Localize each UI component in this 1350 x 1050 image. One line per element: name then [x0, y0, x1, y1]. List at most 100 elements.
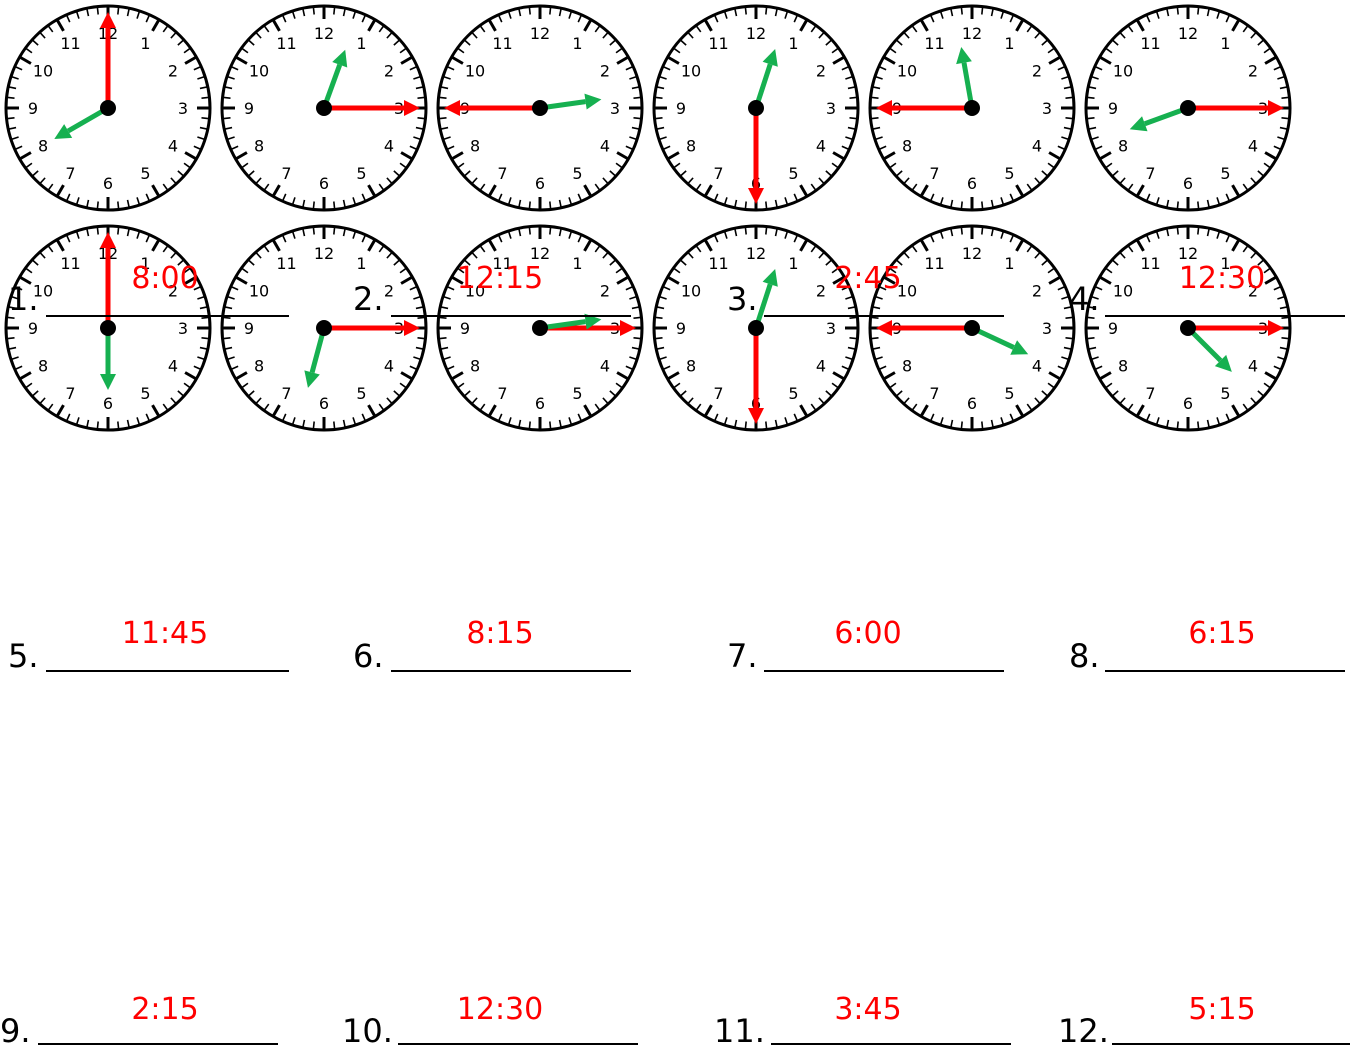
clock-face: 121234567891011 [436, 224, 644, 432]
dial-number: 9 [1108, 319, 1118, 338]
dial-number: 5 [140, 384, 150, 403]
clock-face: 121234567891011 [436, 4, 644, 212]
dial-number: 10 [33, 62, 53, 81]
clock-face: 121234567891011 [652, 224, 860, 432]
dial-number: 4 [1032, 357, 1042, 376]
dial-number: 10 [249, 62, 269, 81]
dial-number: 12 [746, 244, 766, 263]
answer-text: 2:15 [131, 992, 199, 1027]
dial-number: 9 [244, 319, 254, 338]
problem-number: 2. [353, 280, 384, 318]
answer-blank[interactable] [764, 315, 1004, 317]
dial-number: 12 [530, 24, 550, 43]
answer-blank[interactable] [764, 670, 1004, 672]
dial-number: 5 [572, 384, 582, 403]
dial-number: 6 [535, 394, 545, 413]
center-pin [748, 320, 764, 336]
answer-blank[interactable] [1105, 315, 1345, 317]
dial-number: 3 [178, 99, 188, 118]
answer-blank[interactable] [1112, 1043, 1350, 1045]
dial-number: 8 [902, 137, 912, 156]
dial-number: 1 [356, 254, 366, 273]
dial-number: 3 [178, 319, 188, 338]
dial-number: 3 [1042, 319, 1052, 338]
dial-number: 5 [788, 164, 798, 183]
dial-number: 11 [276, 254, 296, 273]
dial-number: 8 [38, 357, 48, 376]
dial-number: 1 [572, 34, 582, 53]
minute-hand [324, 100, 420, 116]
dial-number: 10 [1113, 62, 1133, 81]
answer-text: 12:30 [456, 992, 544, 1027]
dial-number: 11 [708, 34, 728, 53]
dial-number: 5 [1004, 164, 1014, 183]
dial-number: 1 [572, 254, 582, 273]
dial-number: 4 [600, 137, 610, 156]
dial-number: 5 [788, 384, 798, 403]
clock-face: 121234567891011 [4, 4, 212, 212]
problem-number: 8. [1069, 637, 1100, 675]
dial-number: 2 [1248, 62, 1258, 81]
clock-face: 121234567891011 [868, 224, 1076, 432]
dial-number: 1 [140, 34, 150, 53]
dial-number: 3 [610, 99, 620, 118]
answer-blank[interactable] [38, 1043, 278, 1045]
dial-number: 1 [1220, 34, 1230, 53]
dial-number: 11 [492, 34, 512, 53]
problem-number: 11. [714, 1012, 765, 1050]
center-pin [100, 100, 116, 116]
dial-number: 7 [497, 164, 507, 183]
dial-number: 8 [686, 137, 696, 156]
answer-blank[interactable] [398, 1043, 638, 1045]
dial-number: 5 [140, 164, 150, 183]
dial-number: 2 [1032, 62, 1042, 81]
dial-number: 4 [168, 357, 178, 376]
answer-text: 3:45 [834, 992, 902, 1027]
answer-text: 6:00 [834, 616, 902, 651]
dial-number: 9 [1108, 99, 1118, 118]
dial-number: 2 [816, 282, 826, 301]
clock-face: 121234567891011 [652, 4, 860, 212]
answer-blank[interactable] [46, 315, 289, 317]
problem-number: 4. [1069, 280, 1100, 318]
dial-number: 7 [713, 384, 723, 403]
answer-blank[interactable] [391, 670, 631, 672]
dial-number: 10 [681, 62, 701, 81]
minute-hand [1188, 100, 1284, 116]
dial-number: 4 [600, 357, 610, 376]
dial-number: 5 [356, 384, 366, 403]
dial-number: 1 [1004, 34, 1014, 53]
dial-number: 2 [600, 62, 610, 81]
dial-number: 2 [1032, 282, 1042, 301]
answer-blank[interactable] [391, 315, 631, 317]
dial-number: 4 [384, 137, 394, 156]
answer-text: 12:15 [456, 261, 544, 296]
problem-number: 5. [8, 637, 39, 675]
problem-number: 3. [727, 280, 758, 318]
dial-number: 7 [65, 164, 75, 183]
dial-number: 7 [281, 164, 291, 183]
dial-number: 12 [530, 244, 550, 263]
answer-blank[interactable] [771, 1043, 1011, 1045]
dial-number: 3 [1042, 99, 1052, 118]
center-pin [1180, 320, 1196, 336]
answer-text: 2:45 [834, 261, 902, 296]
dial-number: 11 [924, 254, 944, 273]
clock-face: 121234567891011 [4, 224, 212, 432]
dial-number: 6 [1183, 174, 1193, 193]
dial-number: 12 [962, 244, 982, 263]
center-pin [964, 100, 980, 116]
dial-number: 1 [788, 254, 798, 273]
dial-number: 5 [1004, 384, 1014, 403]
dial-number: 2 [384, 62, 394, 81]
clock-face: 121234567891011 [868, 4, 1076, 212]
dial-number: 7 [1145, 164, 1155, 183]
answer-blank[interactable] [46, 670, 289, 672]
dial-number: 10 [249, 282, 269, 301]
dial-number: 6 [103, 394, 113, 413]
dial-number: 10 [465, 282, 485, 301]
dial-number: 7 [65, 384, 75, 403]
answer-blank[interactable] [1105, 670, 1345, 672]
dial-number: 11 [708, 254, 728, 273]
dial-number: 1 [788, 34, 798, 53]
